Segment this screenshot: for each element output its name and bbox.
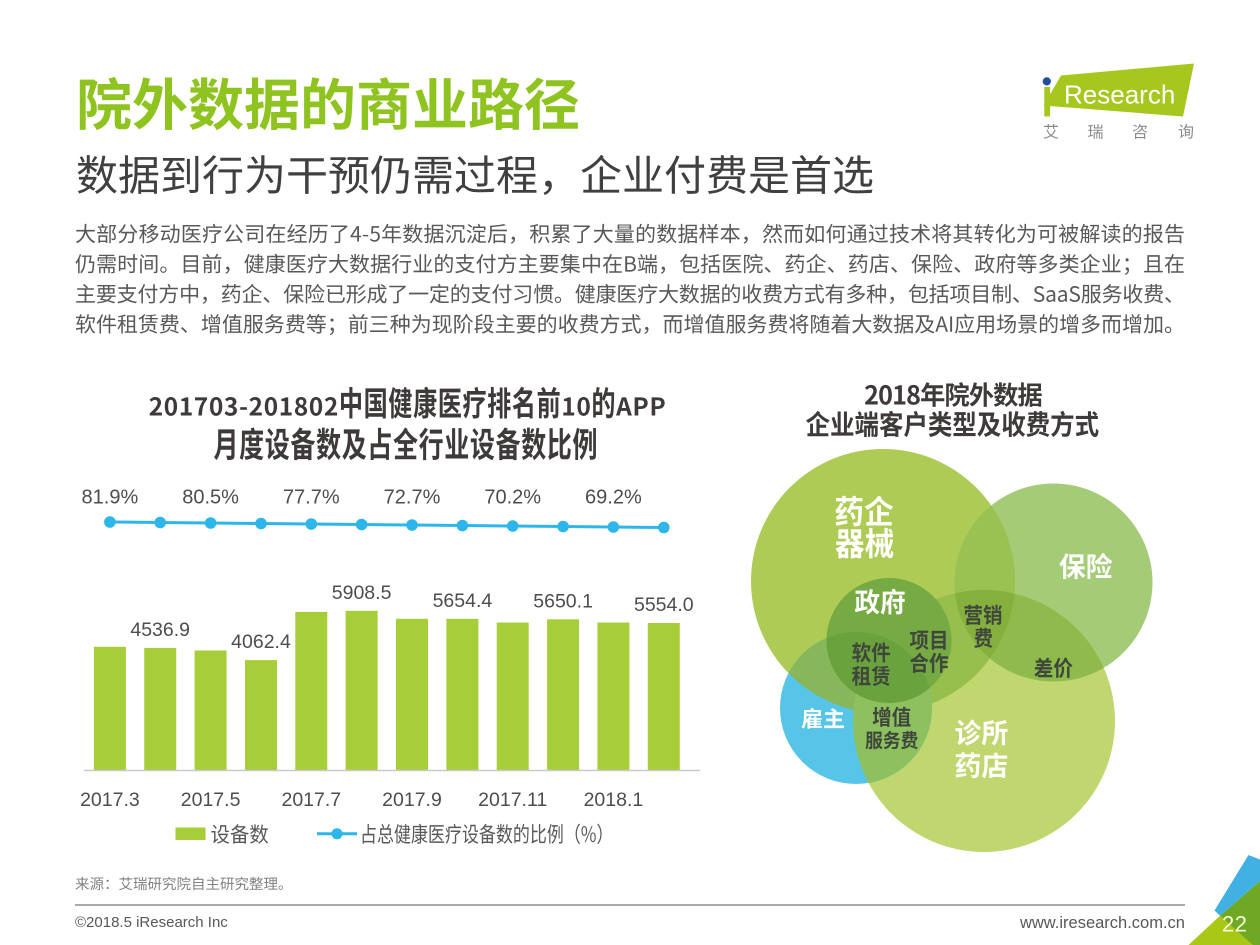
svg-text:81.9%: 81.9% (82, 487, 139, 509)
svg-text:2017.3: 2017.3 (80, 789, 140, 811)
svg-text:©2018.5 iResearch Inc: ©2018.5 iResearch Inc (75, 914, 228, 931)
svg-text:2017.7: 2017.7 (281, 789, 341, 811)
svg-text:69.2%: 69.2% (585, 487, 642, 509)
svg-text:5650.1: 5650.1 (533, 590, 593, 612)
svg-text:www.iresearch.com.cn: www.iresearch.com.cn (1019, 914, 1185, 932)
svg-text:4536.9: 4536.9 (130, 619, 190, 641)
svg-text:2018.1: 2018.1 (584, 789, 644, 811)
svg-text:77.7%: 77.7% (283, 487, 340, 509)
svg-text:2017.9: 2017.9 (382, 789, 442, 811)
svg-text:4062.4: 4062.4 (231, 631, 291, 653)
svg-text:80.5%: 80.5% (182, 487, 239, 509)
svg-text:Research: Research (1064, 80, 1175, 110)
svg-text:72.7%: 72.7% (384, 487, 441, 509)
svg-text:5908.5: 5908.5 (332, 582, 392, 604)
svg-text:22: 22 (1222, 912, 1247, 937)
svg-text:2017.5: 2017.5 (181, 789, 241, 811)
svg-text:2017.11: 2017.11 (478, 789, 547, 811)
svg-text:5554.0: 5554.0 (634, 594, 694, 616)
svg-text:5654.4: 5654.4 (433, 590, 493, 612)
svg-text:70.2%: 70.2% (484, 487, 541, 509)
